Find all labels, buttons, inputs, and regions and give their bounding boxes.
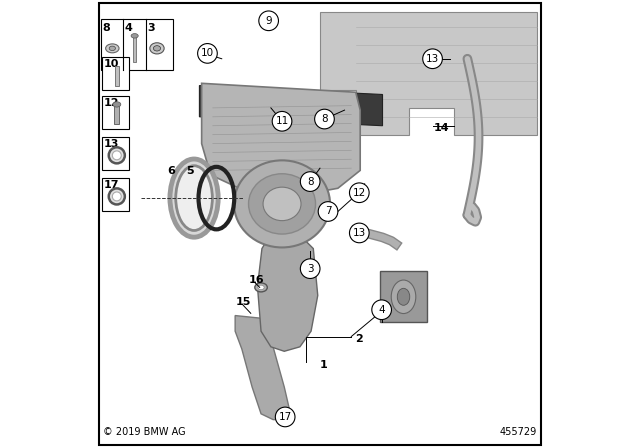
Circle shape — [109, 147, 125, 164]
Ellipse shape — [263, 187, 301, 221]
Bar — [101, 18, 173, 70]
Ellipse shape — [254, 94, 278, 119]
Ellipse shape — [150, 43, 164, 54]
Text: 2: 2 — [355, 334, 363, 344]
Text: 13: 13 — [353, 228, 366, 238]
Ellipse shape — [294, 95, 319, 120]
Circle shape — [318, 202, 338, 221]
Ellipse shape — [131, 34, 138, 38]
Text: © 2019 BMW AG: © 2019 BMW AG — [104, 427, 186, 438]
Polygon shape — [235, 315, 291, 420]
Circle shape — [372, 300, 392, 319]
Circle shape — [300, 172, 320, 191]
Text: 16: 16 — [248, 275, 264, 285]
Text: 13: 13 — [104, 139, 119, 149]
Text: 4: 4 — [125, 23, 132, 33]
Text: 5: 5 — [186, 166, 194, 177]
Text: 17: 17 — [104, 180, 119, 190]
Bar — [115, 66, 118, 86]
Polygon shape — [257, 234, 318, 351]
Text: 9: 9 — [266, 16, 272, 26]
Circle shape — [259, 11, 278, 30]
Ellipse shape — [255, 283, 268, 292]
Ellipse shape — [113, 102, 121, 107]
Text: 14: 14 — [434, 123, 449, 133]
Text: 1: 1 — [320, 360, 328, 370]
Circle shape — [423, 49, 442, 69]
Text: 17: 17 — [278, 412, 292, 422]
Bar — [102, 178, 129, 211]
Bar — [133, 37, 136, 62]
Circle shape — [272, 112, 292, 131]
Ellipse shape — [154, 46, 161, 51]
Text: 8: 8 — [102, 23, 110, 33]
Text: 8: 8 — [321, 114, 328, 124]
Circle shape — [300, 259, 320, 279]
Text: 3: 3 — [307, 264, 314, 274]
Circle shape — [315, 109, 334, 129]
Circle shape — [109, 188, 125, 204]
Text: 12: 12 — [104, 98, 119, 108]
Text: 455729: 455729 — [499, 427, 536, 438]
Ellipse shape — [176, 166, 212, 230]
Text: 12: 12 — [353, 188, 366, 198]
Text: 6: 6 — [167, 166, 175, 177]
Polygon shape — [202, 83, 360, 197]
Ellipse shape — [170, 159, 218, 237]
Text: 7: 7 — [324, 207, 332, 216]
Circle shape — [275, 407, 295, 427]
Circle shape — [349, 223, 369, 243]
Circle shape — [113, 192, 121, 201]
Ellipse shape — [335, 96, 359, 121]
Text: 10: 10 — [104, 59, 119, 69]
Bar — [102, 56, 129, 90]
Circle shape — [198, 43, 217, 63]
Ellipse shape — [391, 280, 416, 314]
Bar — [102, 137, 129, 170]
Text: 11: 11 — [275, 116, 289, 126]
Ellipse shape — [109, 46, 115, 51]
Text: 10: 10 — [201, 48, 214, 58]
Ellipse shape — [218, 93, 243, 118]
Polygon shape — [200, 86, 383, 126]
Text: 13: 13 — [426, 54, 439, 64]
Text: 3: 3 — [147, 23, 155, 33]
Bar — [114, 106, 120, 124]
Ellipse shape — [258, 285, 264, 290]
Ellipse shape — [234, 160, 330, 247]
Text: 15: 15 — [236, 297, 252, 307]
Ellipse shape — [106, 44, 119, 53]
Bar — [380, 271, 427, 322]
Ellipse shape — [397, 289, 410, 305]
Circle shape — [349, 183, 369, 202]
Circle shape — [113, 151, 121, 160]
Polygon shape — [320, 12, 536, 135]
Text: 8: 8 — [307, 177, 314, 186]
Ellipse shape — [248, 174, 316, 234]
Text: 4: 4 — [378, 305, 385, 315]
Bar — [102, 96, 129, 129]
